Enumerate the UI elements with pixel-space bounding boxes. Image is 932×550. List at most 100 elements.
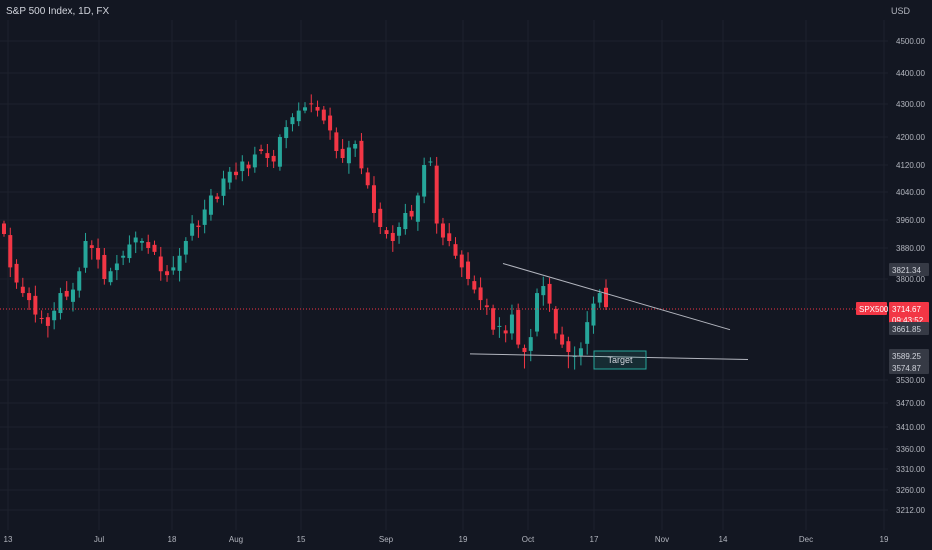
- candle-body: [403, 213, 408, 230]
- candle-body: [152, 244, 157, 252]
- candle-body: [259, 149, 264, 151]
- countdown-tag: 09:43:52: [892, 316, 924, 325]
- resistance-tag-bg: [889, 263, 929, 276]
- candle-body: [409, 210, 414, 217]
- candle-body: [146, 242, 151, 248]
- candle-body: [459, 254, 464, 268]
- candle-body: [190, 223, 195, 236]
- x-tick-label: Dec: [799, 535, 813, 544]
- candle-body: [328, 115, 333, 131]
- candle-body: [371, 185, 376, 213]
- candle-body: [309, 103, 314, 105]
- level-b-tag: 3589.25: [892, 352, 921, 361]
- level-c-tag-bg: [889, 361, 929, 374]
- symbol-tag-bg: [856, 302, 887, 315]
- candle-body: [277, 137, 282, 167]
- candle-body: [535, 293, 540, 332]
- level-c-tag: 3574.87: [892, 364, 921, 373]
- candle-body: [522, 347, 527, 353]
- candle-body: [390, 232, 395, 241]
- candle-body: [202, 209, 207, 225]
- candle-body: [472, 281, 477, 290]
- candle-body: [591, 303, 596, 326]
- candle-body: [296, 110, 301, 122]
- y-tick-label: 3470.00: [896, 399, 925, 408]
- candle-body: [121, 255, 126, 258]
- candle-body: [553, 308, 558, 334]
- candle-body: [89, 245, 94, 248]
- candle-body: [96, 248, 101, 260]
- candle-body: [20, 286, 25, 294]
- candle-body: [158, 256, 163, 272]
- candle-body: [497, 325, 502, 327]
- x-tick-label: Jul: [94, 535, 104, 544]
- candle-body: [114, 263, 119, 271]
- candle-body: [70, 289, 75, 302]
- candle-body: [208, 195, 213, 215]
- upper-trendline: [502, 263, 731, 331]
- candle-body: [8, 235, 13, 268]
- target-label: Target: [607, 355, 633, 365]
- y-tick-label: 4500.00: [896, 37, 925, 46]
- candle-body: [227, 171, 232, 183]
- candle-body: [183, 241, 188, 255]
- candle-body: [541, 286, 546, 296]
- candle-body: [2, 223, 6, 234]
- candle-body: [265, 153, 270, 158]
- candle-body: [340, 148, 345, 158]
- candle-body: [566, 341, 571, 353]
- y-tick-label: 3360.00: [896, 445, 925, 454]
- candle-body: [315, 106, 320, 111]
- candle-body: [491, 308, 496, 330]
- candle-body: [39, 317, 44, 319]
- chart-title: S&P 500 Index, 1D, FX: [6, 6, 110, 17]
- candle-body: [434, 165, 439, 224]
- x-tick-label: 15: [297, 535, 306, 544]
- candle-body: [52, 310, 57, 321]
- candle-body: [365, 172, 370, 186]
- candle-body: [440, 223, 445, 238]
- candle-body: [466, 261, 471, 279]
- grid: [0, 20, 888, 530]
- candle-body: [528, 337, 533, 351]
- resistance-tag: 3821.34: [892, 266, 921, 275]
- candle-body: [33, 295, 38, 315]
- candle-body: [127, 244, 132, 259]
- y-tick-label: 3310.00: [896, 465, 925, 474]
- candle-body: [64, 290, 69, 297]
- candle-body: [246, 164, 251, 169]
- current-price-tag: 3714.67: [892, 305, 921, 314]
- candle-body: [252, 154, 257, 168]
- y-tick-label: 4040.00: [896, 188, 925, 197]
- candle-body: [58, 293, 63, 314]
- candle-body: [346, 147, 351, 164]
- candle-body: [415, 195, 420, 222]
- y-tick-label: 3530.00: [896, 376, 925, 385]
- current-price-tag-bg: [889, 302, 929, 315]
- y-tick-label: 3410.00: [896, 423, 925, 432]
- candle-body: [196, 225, 201, 227]
- candle-body: [484, 305, 489, 308]
- x-tick-label: 19: [880, 535, 889, 544]
- candle-body: [102, 254, 107, 279]
- candle-body: [215, 196, 220, 199]
- candle-body: [422, 165, 427, 197]
- x-tick-label: 19: [459, 535, 468, 544]
- candle-body: [234, 171, 239, 176]
- candle-body: [177, 255, 182, 271]
- candle-body: [284, 127, 289, 139]
- candle-body: [171, 267, 176, 271]
- y-tick-label: 4300.00: [896, 100, 925, 109]
- candle-body: [378, 208, 383, 227]
- currency-label: USD: [890, 6, 910, 16]
- candle-body: [83, 241, 88, 268]
- level-a-tag: 3661.85: [892, 325, 921, 334]
- candle-body: [165, 271, 170, 276]
- time-axis: 13 Jul 18 Aug 15 Sep 19 Oct 17 Nov 14 Dec 19: [4, 535, 889, 544]
- x-tick-label: 17: [590, 535, 599, 544]
- candle-body: [77, 271, 82, 291]
- candle-body: [27, 293, 32, 301]
